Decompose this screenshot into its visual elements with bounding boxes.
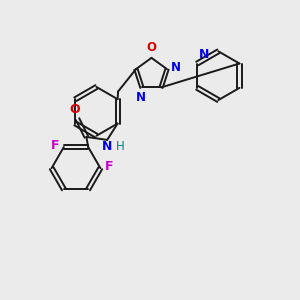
Text: N: N [102,140,112,154]
Text: O: O [69,103,80,116]
Text: N: N [199,48,209,61]
Text: O: O [146,41,157,54]
Text: F: F [104,160,113,173]
Text: F: F [51,139,60,152]
Text: N: N [136,91,146,104]
Text: N: N [171,61,181,74]
Text: H: H [116,140,124,154]
